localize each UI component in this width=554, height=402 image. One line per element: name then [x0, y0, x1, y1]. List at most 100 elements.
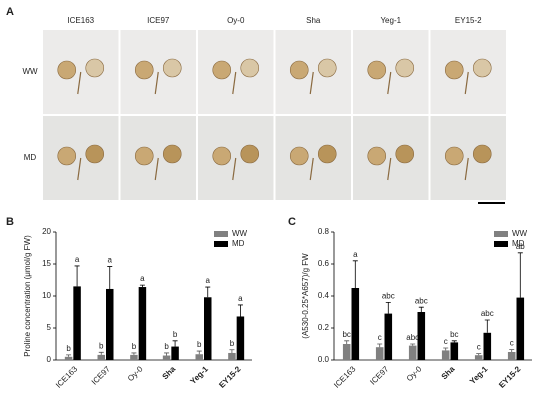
y-tick-label: 0.4: [318, 291, 330, 300]
cotyledon: [134, 146, 154, 166]
cotyledon: [317, 144, 337, 164]
error-bar: [74, 265, 80, 287]
cotyledon: [240, 58, 260, 78]
error-bar: [476, 353, 482, 356]
cotyledon: [289, 60, 309, 80]
significance-letter: b: [173, 330, 178, 339]
cotyledon: [395, 58, 415, 78]
y-axis-label: Proline concentration (μmol/g FW): [23, 235, 32, 357]
error-bar: [229, 349, 235, 353]
bar: [507, 352, 516, 360]
legend-label: MD: [232, 239, 245, 248]
significance-letter: bc: [450, 330, 458, 339]
significance-letter: abc: [406, 333, 419, 342]
significance-letter: a: [353, 250, 358, 259]
bar: [351, 288, 360, 360]
significance-letter: c: [510, 339, 514, 348]
bar: [162, 355, 171, 360]
error-bar: [139, 284, 145, 288]
cotyledon: [444, 60, 464, 80]
seedling-stem: [464, 71, 469, 95]
legend-label: WW: [232, 229, 248, 238]
cotyledon: [85, 144, 105, 164]
bar: [97, 354, 105, 360]
seedling-stem: [309, 157, 314, 181]
bar: [483, 332, 492, 360]
seedling-stem: [387, 71, 392, 95]
bar: [516, 297, 525, 360]
x-tick-label: Yeg-1: [188, 364, 210, 386]
cotyledon: [57, 146, 77, 166]
y-tick-label: 0: [47, 355, 52, 364]
significance-letter: abc: [415, 296, 428, 305]
x-tick-label: ICE163: [54, 364, 80, 390]
error-bar: [66, 354, 72, 357]
seedling-stem: [154, 157, 159, 181]
cotyledon: [367, 60, 387, 80]
column-label: Yeg-1: [380, 16, 401, 25]
y-tick-label: 0.0: [318, 355, 330, 364]
y-tick-label: 20: [42, 227, 51, 236]
legend-label: MD: [512, 239, 525, 248]
error-bar: [352, 260, 358, 288]
significance-letter: abc: [382, 292, 395, 301]
cotyledon: [162, 144, 182, 164]
row-label: MD: [24, 153, 37, 162]
x-tick-label: Sha: [161, 364, 178, 381]
y-axis-label: (A530-0.25*A657)/g FW: [301, 253, 310, 339]
significance-letter: abc: [481, 309, 494, 318]
cotyledon: [367, 146, 387, 166]
legend-swatch: [494, 241, 508, 247]
y-tick-label: 0.8: [318, 227, 330, 236]
y-tick-label: 0.2: [318, 323, 330, 332]
cotyledon: [240, 144, 260, 164]
x-tick-label: Oy-0: [126, 364, 145, 383]
error-bar: [237, 304, 243, 317]
cotyledon: [395, 144, 415, 164]
significance-letter: b: [230, 339, 235, 348]
y-tick-label: 5: [47, 323, 52, 332]
significance-letter: b: [99, 341, 104, 350]
bar: [441, 350, 450, 360]
bar: [204, 297, 212, 360]
significance-letter: bc: [342, 330, 350, 339]
cotyledon: [444, 146, 464, 166]
cotyledon: [85, 58, 105, 78]
significance-letter: ab: [516, 242, 525, 251]
significance-letter: a: [108, 256, 113, 265]
bar: [375, 347, 384, 360]
bar: [450, 342, 459, 360]
significance-letter: a: [206, 276, 211, 285]
bar: [342, 344, 351, 360]
seedling-stem: [232, 157, 237, 181]
bar: [195, 354, 203, 360]
column-label: Sha: [306, 16, 321, 25]
bar: [408, 345, 417, 360]
x-tick-label: Sha: [440, 364, 457, 381]
bar: [130, 354, 138, 360]
bar: [171, 346, 179, 360]
error-bar: [164, 352, 170, 356]
cotyledon: [317, 58, 337, 78]
bar: [228, 352, 236, 360]
error-bar: [98, 351, 104, 355]
panel-label: A: [6, 6, 14, 18]
bar: [417, 312, 426, 360]
significance-letter: a: [140, 274, 145, 283]
significance-letter: a: [75, 255, 80, 264]
seedling-stem: [232, 71, 237, 95]
legend-label: WW: [512, 229, 528, 238]
seedling-stem: [77, 157, 82, 181]
y-tick-label: 0.6: [318, 259, 330, 268]
error-bar: [509, 349, 515, 352]
bar: [236, 316, 245, 360]
error-bar: [385, 302, 391, 314]
seedling-stem: [464, 157, 469, 181]
y-tick-label: 10: [42, 291, 51, 300]
error-bar: [377, 343, 383, 348]
cotyledon: [289, 146, 309, 166]
significance-letter: b: [197, 340, 202, 349]
error-bar: [344, 340, 350, 344]
column-label: Oy-0: [227, 16, 245, 25]
x-tick-label: ICE163: [332, 364, 358, 390]
